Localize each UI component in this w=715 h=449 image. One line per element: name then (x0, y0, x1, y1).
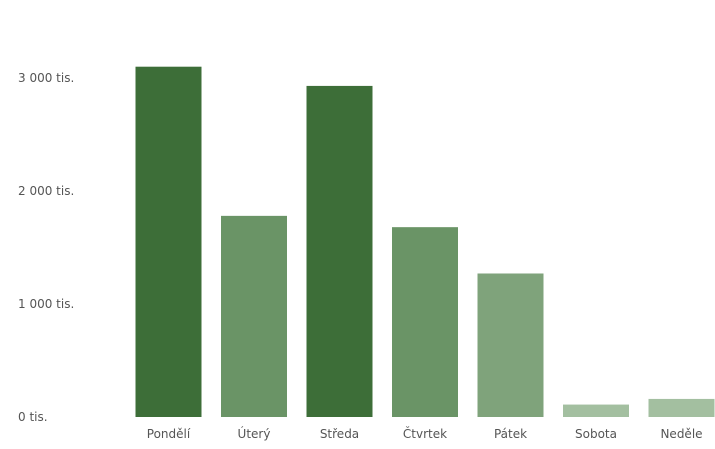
x-category-label: Středa (320, 427, 359, 441)
bar-2 (306, 85, 373, 417)
x-category-label: Úterý (238, 426, 271, 441)
y-tick-label: 0 tis. (18, 410, 48, 424)
y-tick-label: 3 000 tis. (18, 71, 74, 85)
bar-5 (563, 404, 629, 417)
bar-4 (477, 273, 544, 417)
bar-1 (221, 215, 287, 417)
x-category-label: Neděle (660, 427, 702, 441)
bar-3 (392, 227, 458, 417)
x-category-label: Čtvrtek (403, 426, 447, 441)
x-category-label: Pátek (494, 427, 527, 441)
y-tick-label: 2 000 tis. (18, 184, 74, 198)
bar-6 (648, 398, 715, 417)
y-tick-label: 1 000 tis. (18, 297, 74, 311)
x-category-label: Pondělí (147, 427, 191, 441)
bar-0 (135, 66, 202, 417)
x-category-label: Sobota (575, 427, 617, 441)
